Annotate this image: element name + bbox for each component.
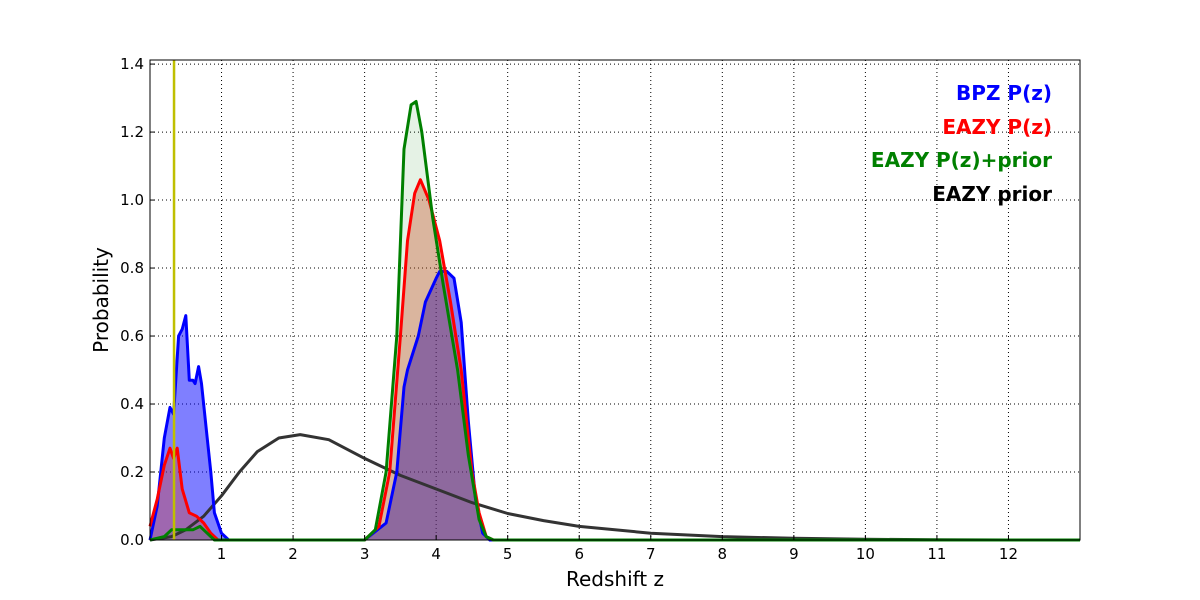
legend-eazy: EAZY P(z): [942, 115, 1052, 139]
x-tick-label: 11: [927, 545, 946, 563]
x-tick-label: 8: [718, 545, 728, 563]
eazy-prior-combined-line: [149, 100, 1080, 542]
bpz-line: [148, 269, 1080, 542]
y-tick-label: 0.2: [120, 463, 144, 481]
x-tick-label: 5: [503, 545, 513, 563]
x-tick-label: 6: [574, 545, 584, 563]
x-tick-label: 1: [217, 545, 227, 563]
legend-bpz: BPZ P(z): [956, 81, 1052, 105]
grid: [150, 60, 1080, 540]
y-tick-label: 1.2: [120, 123, 144, 141]
eazy-fill: [150, 179, 1080, 540]
y-tick-label: 0.0: [120, 531, 144, 549]
bpz-fill: [150, 271, 1080, 540]
x-tick-label: 3: [360, 545, 370, 563]
y-tick-label: 0.8: [120, 259, 144, 277]
legend: BPZ P(z) EAZY P(z) EAZY P(z)+prior EAZY …: [871, 81, 1052, 206]
eazy-prior-line: [149, 433, 1080, 542]
x-tick-label: 10: [856, 545, 875, 563]
y-axis-label: Probability: [89, 247, 113, 353]
ticks: 1 2 3 4 5 6 7 8 9 10 11 120.00.20.40.60.81.01.21.4: [120, 55, 1018, 563]
x-tick-label: 9: [789, 545, 799, 563]
y-tick-label: 0.6: [120, 327, 144, 345]
plot-frame: [149, 59, 1081, 541]
eazy-line: [148, 178, 1080, 542]
x-tick-label: 2: [288, 545, 298, 563]
y-tick-label: 1.0: [120, 191, 144, 209]
x-axis-label: Redshift z: [566, 567, 664, 591]
y-tick-label: 1.4: [120, 55, 144, 73]
x-tick-label: 7: [646, 545, 656, 563]
legend-eazy-prior: EAZY prior: [932, 182, 1052, 206]
y-tick-label: 0.4: [120, 395, 144, 413]
legend-eazy-prior-combined: EAZY P(z)+prior: [871, 148, 1052, 172]
x-tick-label: 12: [999, 545, 1018, 563]
x-tick-label: 4: [431, 545, 441, 563]
series-lines: [148, 60, 1080, 542]
